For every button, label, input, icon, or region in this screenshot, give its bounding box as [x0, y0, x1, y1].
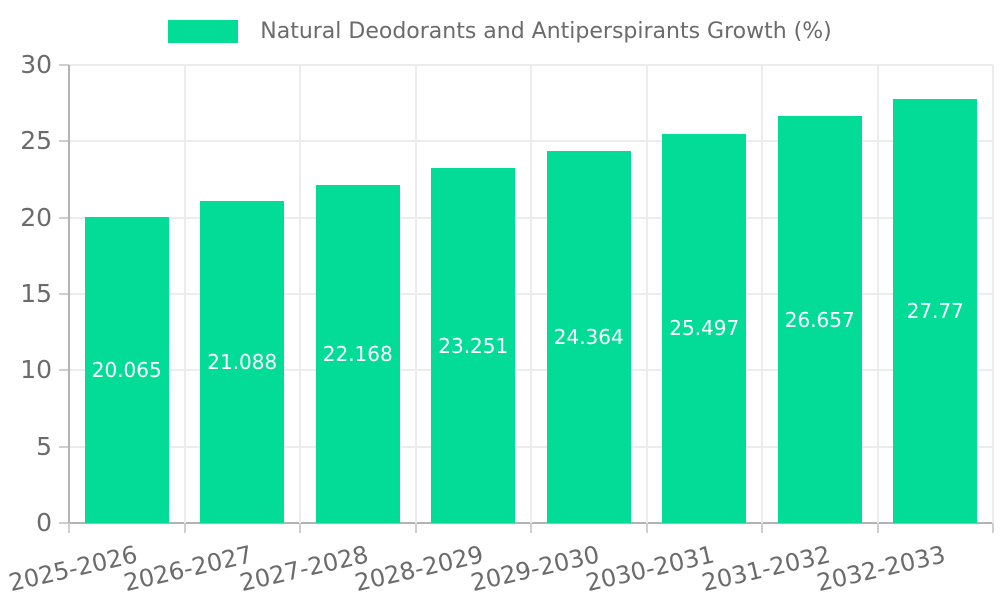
y-tick-mark — [59, 293, 69, 295]
legend-label: Natural Deodorants and Antiperspirants G… — [260, 19, 832, 44]
x-tick-mark — [761, 523, 763, 533]
x-tick-mark — [876, 523, 879, 533]
v-gridline — [876, 65, 879, 523]
x-tick-mark — [299, 523, 301, 533]
bar-2029-2030: 24.364 — [546, 151, 631, 523]
bar-2027-2028: 22.168 — [315, 184, 400, 523]
y-axis-tick-label: 20 — [20, 202, 52, 232]
bar-2026-2027: 21.088 — [200, 201, 285, 523]
x-tick-mark — [68, 523, 70, 533]
bar-value-label: 26.657 — [784, 307, 855, 332]
bar-2025-2026: 20.065 — [84, 216, 169, 523]
y-axis-tick-label: 5 — [36, 431, 52, 461]
y-tick-mark — [59, 140, 69, 143]
bar-2032-2033: 27.77 — [893, 99, 978, 523]
x-axis-tick-label: 2029-2030 — [468, 540, 602, 598]
x-axis-tick-label: 2032-2033 — [814, 540, 949, 598]
y-axis-tick-label: 15 — [20, 279, 52, 308]
bar-2028-2029: 23.251 — [431, 168, 516, 523]
y-tick-mark — [59, 216, 69, 219]
x-axis-tick-label: 2026-2027 — [121, 540, 256, 598]
y-tick-mark — [59, 445, 69, 448]
v-gridline — [530, 65, 532, 523]
legend-swatch — [168, 20, 239, 43]
x-axis-tick-label: 2027-2028 — [237, 540, 371, 598]
bar-value-label: 25.497 — [669, 316, 740, 341]
x-tick-mark — [992, 523, 994, 533]
x-axis-tick-label: 2031-2032 — [699, 540, 833, 598]
v-gridline — [183, 65, 186, 523]
y-tick-mark — [59, 369, 69, 372]
x-tick-mark — [645, 523, 648, 533]
v-gridline — [414, 65, 417, 523]
y-tick-mark — [59, 522, 69, 524]
v-gridline — [761, 65, 763, 523]
bar-2030-2031: 25.497 — [662, 133, 747, 523]
v-gridline — [299, 65, 301, 523]
y-axis-line — [68, 65, 70, 523]
x-tick-mark — [414, 523, 417, 533]
y-axis-tick-label: 30 — [20, 50, 52, 79]
v-gridline — [992, 65, 994, 523]
x-axis-tick-label: 2025-2026 — [6, 540, 140, 598]
v-gridline — [645, 65, 648, 523]
bar-value-label: 22.168 — [322, 341, 393, 366]
x-tick-mark — [183, 523, 186, 533]
y-axis-tick-label: 10 — [20, 355, 52, 385]
y-axis-tick-label: 0 — [36, 508, 52, 537]
x-tick-mark — [530, 523, 532, 533]
y-tick-mark — [59, 64, 69, 66]
chart-legend[interactable]: Natural Deodorants and Antiperspirants G… — [0, 19, 1000, 44]
bar-value-label: 24.364 — [553, 325, 624, 349]
bar-value-label: 23.251 — [438, 333, 509, 358]
x-axis-tick-label: 2028-2029 — [352, 540, 487, 598]
bar-2031-2032: 26.657 — [777, 116, 862, 523]
x-axis-tick-label: 2030-2031 — [583, 540, 718, 598]
bar-value-label: 20.065 — [91, 357, 162, 382]
y-axis-tick-label: 25 — [20, 126, 52, 156]
bar-value-label: 27.77 — [906, 299, 964, 323]
bar-value-label: 21.088 — [207, 350, 278, 375]
